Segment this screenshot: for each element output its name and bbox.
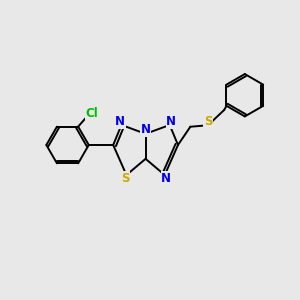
- Text: N: N: [166, 115, 176, 128]
- Text: S: S: [121, 172, 129, 185]
- Text: N: N: [141, 123, 151, 136]
- Text: N: N: [115, 115, 125, 128]
- Text: S: S: [204, 115, 212, 128]
- Text: Cl: Cl: [85, 107, 98, 120]
- Text: N: N: [161, 172, 171, 185]
